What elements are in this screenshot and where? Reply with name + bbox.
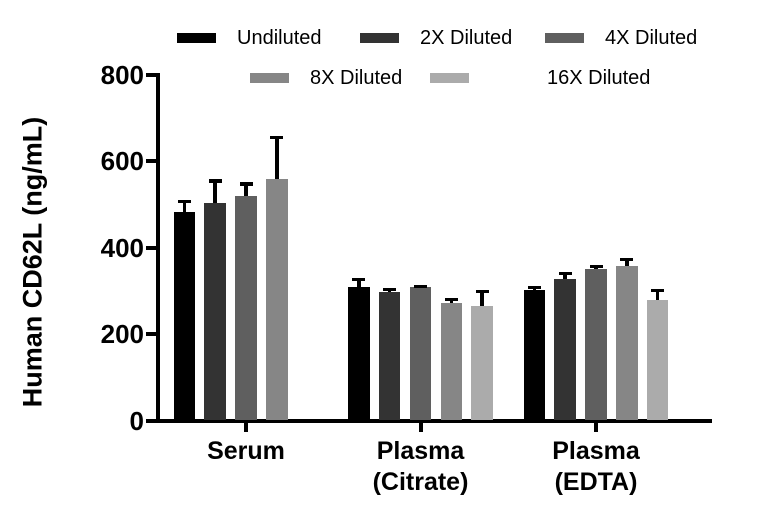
- error-bar-cap: [589, 264, 603, 269]
- legend-swatch-16x-diluted: [430, 73, 469, 83]
- legend-item-16x-diluted: 16X Diluted: [430, 66, 651, 89]
- error-bar-line: [480, 290, 484, 307]
- y-tick-label: 200: [100, 319, 144, 350]
- bar-16x-diluted: [471, 306, 493, 421]
- x-group-label: Plasma (EDTA): [552, 437, 640, 496]
- legend-label-2x-diluted: 2X Diluted: [420, 26, 513, 49]
- y-tick-label: 0: [129, 405, 144, 436]
- legend-swatch-8x-diluted: [250, 73, 289, 83]
- error-bar-line: [625, 258, 629, 266]
- error-bar-line: [655, 289, 660, 300]
- bar-2x-diluted: [554, 278, 576, 421]
- error-bar-cap: [558, 271, 572, 276]
- legend-item-undiluted: Undiluted: [177, 26, 322, 49]
- bar-2x-diluted: [378, 291, 401, 421]
- error-bar-line: [563, 272, 567, 279]
- error-bar-cap: [270, 135, 284, 140]
- y-tick-label: 400: [100, 232, 144, 263]
- bar-16x-diluted: [646, 299, 669, 421]
- legend-swatch-2x-diluted: [360, 33, 399, 43]
- y-axis-title: Human CD62L (ng/mL): [17, 116, 48, 408]
- error-bar-line: [275, 136, 279, 179]
- legend-label-8x-diluted: 8X Diluted: [310, 66, 403, 89]
- y-axis-tick: [146, 245, 158, 250]
- error-bar-cap: [620, 257, 634, 262]
- error-bar-cap: [383, 287, 397, 292]
- error-bar-cap: [651, 288, 665, 293]
- bar-2x-diluted: [204, 202, 226, 421]
- y-axis-line: [156, 73, 160, 423]
- y-axis-tick: [146, 418, 158, 423]
- bar-undiluted: [173, 211, 196, 421]
- error-bar-cap: [208, 178, 222, 183]
- x-axis-tick: [244, 421, 248, 432]
- y-axis-tick: [146, 73, 158, 77]
- error-bar-cap: [177, 199, 191, 204]
- y-tick-label: 800: [100, 60, 144, 90]
- error-bar-cap: [475, 289, 489, 294]
- x-axis-tick: [418, 421, 423, 432]
- x-axis-tick: [594, 421, 598, 432]
- legend-item-2x-diluted: 2X Diluted: [360, 26, 513, 49]
- bar-undiluted: [523, 289, 546, 421]
- legend-item-8x-diluted: 8X Diluted: [250, 66, 403, 89]
- legend-item-4x-diluted: 4X Diluted: [545, 26, 698, 49]
- error-bar-cap: [527, 285, 541, 290]
- bar-4x-diluted: [235, 195, 257, 421]
- error-bar-cap: [239, 181, 253, 186]
- error-bar-line: [357, 278, 361, 287]
- error-bar-line: [182, 200, 187, 212]
- error-bar-cap: [444, 297, 458, 302]
- legend-label-16x-diluted: 16X Diluted: [547, 66, 651, 89]
- bar-undiluted: [348, 286, 370, 421]
- legend-swatch-4x-diluted: [545, 33, 584, 43]
- bar-4x-diluted: [409, 287, 432, 421]
- error-bar-line: [244, 182, 248, 196]
- error-bar-cap: [352, 277, 366, 282]
- bar-8x-diluted: [440, 303, 463, 421]
- x-group-label: Plasma (Citrate): [372, 437, 469, 496]
- error-bar-cap: [414, 284, 427, 289]
- legend-label-4x-diluted: 4X Diluted: [605, 26, 698, 49]
- bar-4x-diluted: [585, 268, 607, 421]
- x-axis-line: [146, 419, 712, 423]
- legend-swatch-undiluted: [177, 33, 216, 43]
- x-group-label: Serum: [207, 437, 285, 465]
- error-bar-line: [213, 179, 217, 203]
- bar-8x-diluted: [266, 178, 288, 421]
- bar-8x-diluted: [616, 265, 638, 421]
- y-axis-tick: [146, 332, 158, 337]
- y-axis-tick: [146, 159, 158, 164]
- y-tick-label: 600: [100, 146, 144, 177]
- legend-label-undiluted: Undiluted: [237, 26, 322, 49]
